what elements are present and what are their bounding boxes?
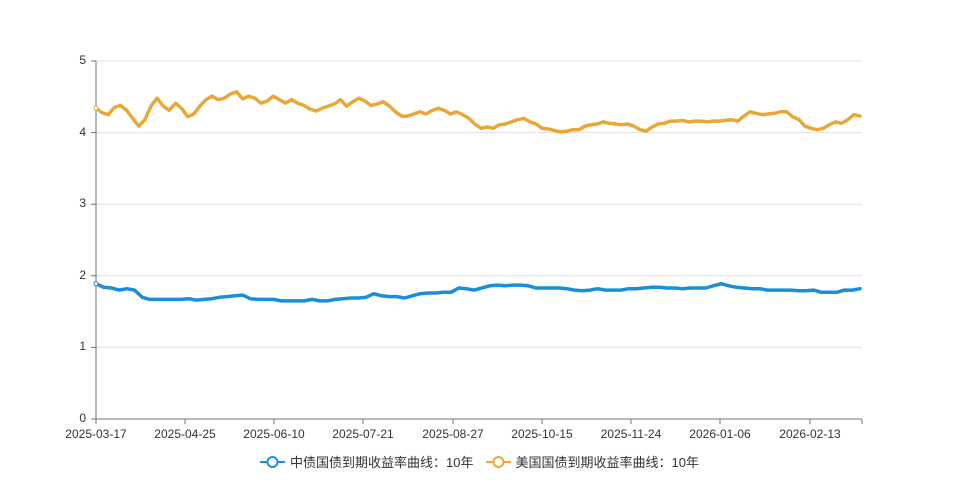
axes [95,61,862,420]
y-tick-label: 1 [79,339,86,354]
legend-label: 中债国债到期收益率曲线：10年 [290,455,474,470]
y-tick-label: 3 [79,196,86,211]
legend-line-circle-icon [485,455,511,468]
x-tick-label: 2026-02-13 [779,427,841,441]
series-lines [93,90,862,303]
legend-item-china-10y[interactable]: 中债国债到期收益率曲线：10年 [260,452,474,471]
series-line-us-10y[interactable] [94,90,862,134]
y-tick-label: 4 [79,124,86,139]
x-tick-label: 2025-06-10 [243,427,305,441]
series-line-china-10y[interactable] [94,281,862,303]
data-point-marker [93,105,99,111]
x-tick-label: 2025-10-15 [511,427,573,441]
legend: 中债国债到期收益率曲线：10年 美国国债到期收益率曲线：10年 [0,452,959,471]
x-tick-label: 2025-03-17 [65,427,127,441]
y-tick-label: 0 [79,411,86,425]
axis-ticks [91,60,863,424]
x-tick-label: 2025-04-25 [154,427,216,441]
x-tick-label: 2025-11-24 [600,427,662,441]
x-tick-label: 2026-01-06 [689,427,751,441]
x-tick-label: 2025-07-21 [332,427,394,441]
data-point-marker [93,281,99,287]
y-gridlines [96,60,862,348]
x-tick-label: 2025-08-27 [422,427,484,441]
y-tick-label: 2 [79,267,86,282]
legend-line-circle-icon [260,455,286,468]
y-tick-label: 5 [79,53,86,67]
legend-label: 美国国债到期收益率曲线：10年 [515,455,699,470]
legend-item-us-10y[interactable]: 美国国债到期收益率曲线：10年 [485,452,699,471]
